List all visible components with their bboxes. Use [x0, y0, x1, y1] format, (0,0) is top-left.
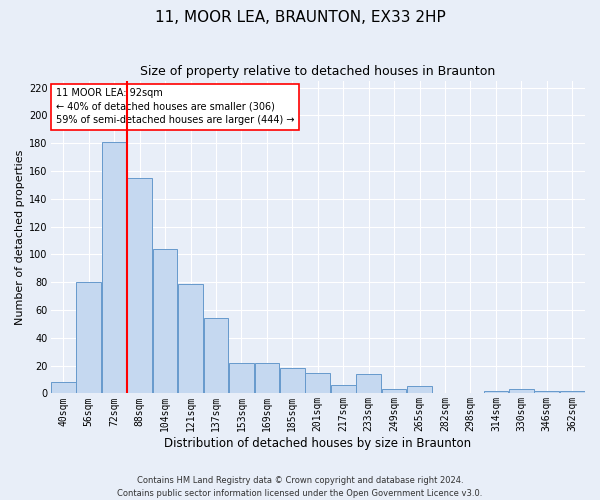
Text: 11 MOOR LEA: 92sqm
← 40% of detached houses are smaller (306)
59% of semi-detach: 11 MOOR LEA: 92sqm ← 40% of detached hou…: [56, 88, 295, 125]
Bar: [229, 363, 254, 394]
Bar: [127, 178, 152, 394]
Bar: [280, 368, 305, 394]
Bar: [305, 372, 330, 394]
Title: Size of property relative to detached houses in Braunton: Size of property relative to detached ho…: [140, 65, 496, 78]
Bar: [407, 386, 432, 394]
Bar: [331, 385, 356, 394]
Bar: [356, 374, 381, 394]
Text: 11, MOOR LEA, BRAUNTON, EX33 2HP: 11, MOOR LEA, BRAUNTON, EX33 2HP: [155, 10, 445, 25]
Bar: [560, 390, 584, 394]
Bar: [178, 284, 203, 394]
Y-axis label: Number of detached properties: Number of detached properties: [15, 150, 25, 324]
Bar: [153, 249, 178, 394]
Bar: [382, 389, 406, 394]
Bar: [203, 318, 229, 394]
Bar: [484, 390, 508, 394]
Bar: [76, 282, 101, 394]
Bar: [254, 363, 279, 394]
X-axis label: Distribution of detached houses by size in Braunton: Distribution of detached houses by size …: [164, 437, 472, 450]
Bar: [509, 389, 534, 394]
Bar: [102, 142, 127, 394]
Text: Contains HM Land Registry data © Crown copyright and database right 2024.
Contai: Contains HM Land Registry data © Crown c…: [118, 476, 482, 498]
Bar: [535, 390, 559, 394]
Bar: [51, 382, 76, 394]
